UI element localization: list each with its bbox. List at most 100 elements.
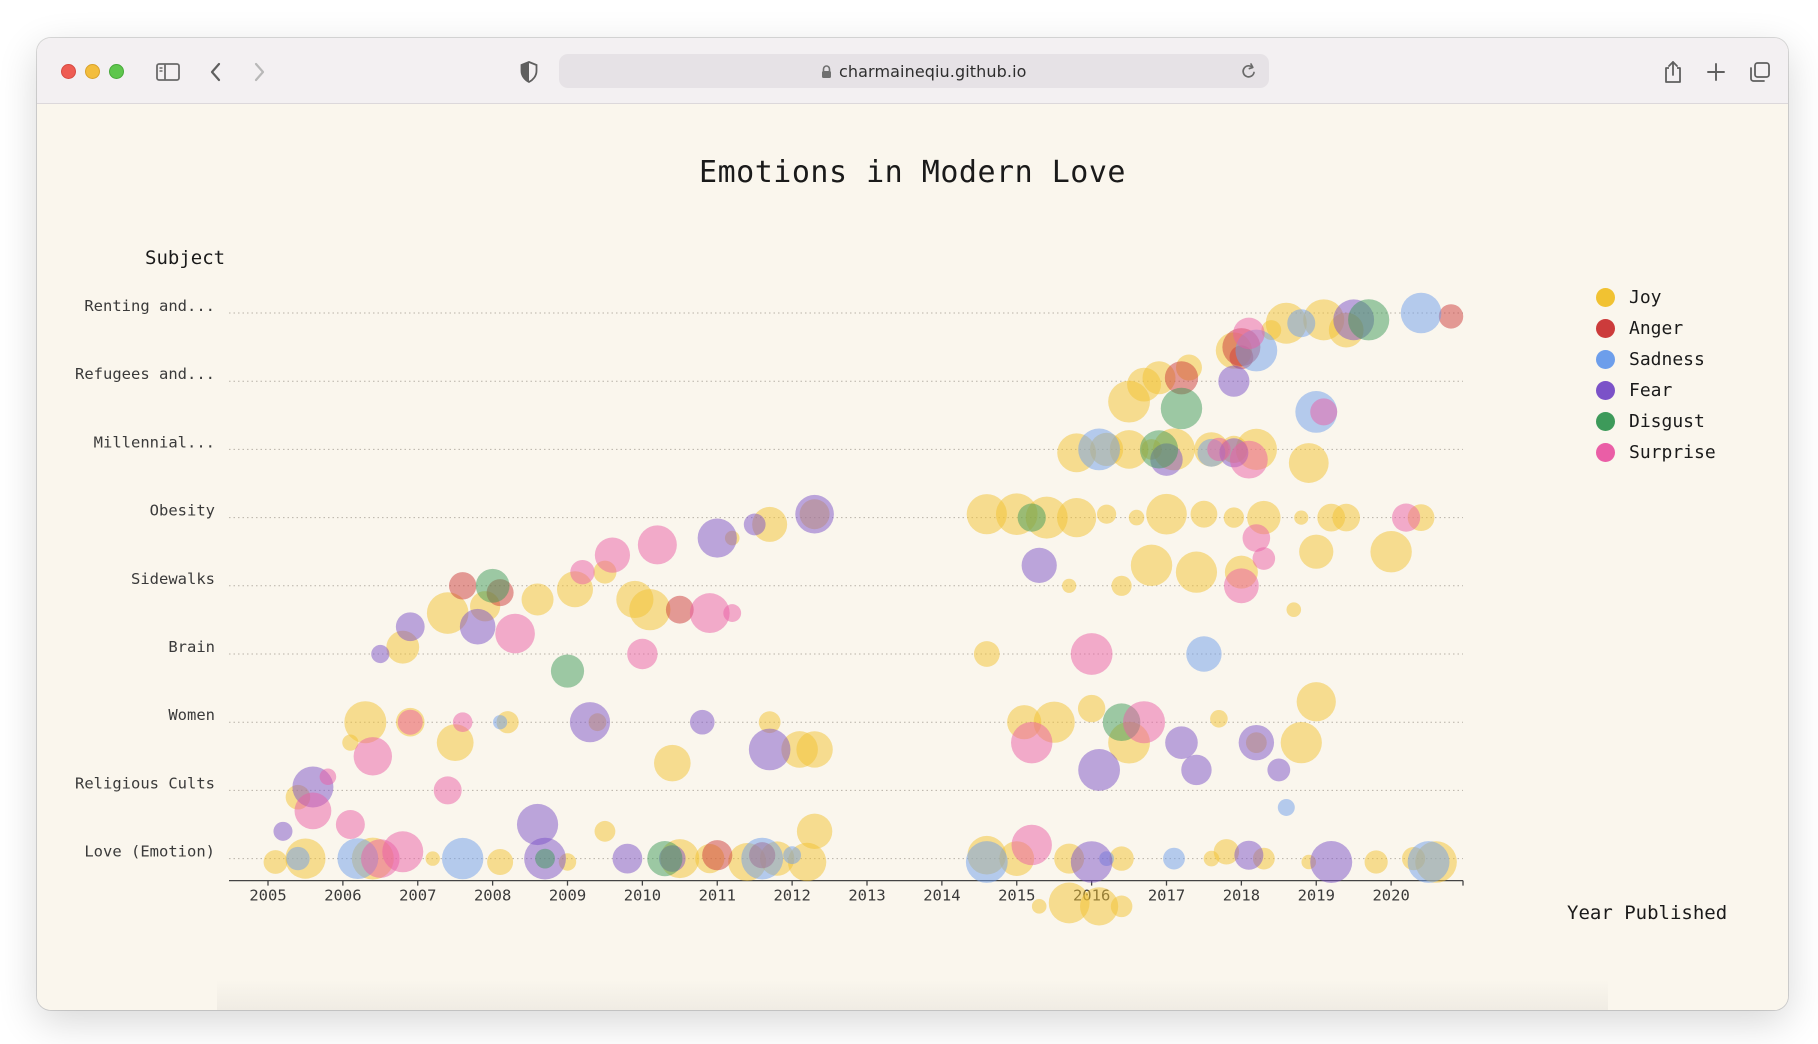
privacy-shield-icon[interactable] xyxy=(512,55,546,89)
bubble-surprise[interactable] xyxy=(1242,524,1271,552)
bubble-surprise[interactable] xyxy=(1123,701,1166,744)
bubble-sadness[interactable] xyxy=(493,715,508,730)
bubble-joy[interactable] xyxy=(1190,500,1218,528)
bubble-fear[interactable] xyxy=(395,612,425,642)
bubble-surprise[interactable] xyxy=(689,593,730,633)
bubble-joy[interactable] xyxy=(1111,575,1132,596)
bubble-surprise[interactable] xyxy=(397,709,423,735)
bubble-joy[interactable] xyxy=(425,851,440,866)
bubble-surprise[interactable] xyxy=(1070,633,1113,675)
bubble-joy[interactable] xyxy=(1210,709,1228,728)
bubble-fear[interactable] xyxy=(1218,365,1250,397)
bubble-sadness[interactable] xyxy=(1287,309,1316,338)
bubble-joy[interactable] xyxy=(1364,850,1388,874)
bubble-joy[interactable] xyxy=(344,701,387,744)
bubble-joy[interactable] xyxy=(1294,510,1309,525)
bubble-joy[interactable] xyxy=(1128,509,1145,526)
bubble-joy[interactable] xyxy=(1097,504,1117,524)
bubble-surprise[interactable] xyxy=(570,559,595,585)
bubble-fear[interactable] xyxy=(612,843,643,874)
address-bar[interactable]: charmaineqiu.github.io xyxy=(559,54,1269,88)
bubble-surprise[interactable] xyxy=(294,792,332,830)
bubble-surprise[interactable] xyxy=(452,712,473,732)
bubble-disgust[interactable] xyxy=(535,848,555,869)
legend-item-joy[interactable]: Joy xyxy=(1596,282,1716,313)
bubble-surprise[interactable] xyxy=(353,737,393,776)
bubble-joy[interactable] xyxy=(1332,503,1360,532)
bubble-joy[interactable] xyxy=(594,820,616,842)
legend-item-sadness[interactable]: Sadness xyxy=(1596,344,1716,375)
bubble-fear[interactable] xyxy=(371,644,390,664)
legend-item-anger[interactable]: Anger xyxy=(1596,313,1716,344)
back-icon[interactable] xyxy=(199,55,233,89)
bubble-sadness[interactable] xyxy=(783,846,802,865)
bubble-fear[interactable] xyxy=(1181,754,1212,786)
bubble-disgust[interactable] xyxy=(550,654,585,688)
bubble-sadness[interactable] xyxy=(1400,292,1442,334)
bubble-joy[interactable] xyxy=(1109,846,1134,871)
new-tab-icon[interactable] xyxy=(1699,55,1733,89)
bubble-sadness[interactable] xyxy=(1163,847,1185,870)
bubble-joy[interactable] xyxy=(1296,682,1336,722)
bubble-joy[interactable] xyxy=(1057,498,1097,538)
bubble-disgust[interactable] xyxy=(1139,430,1179,469)
bubble-sadness[interactable] xyxy=(965,841,1008,883)
bubble-joy[interactable] xyxy=(1146,493,1187,535)
bubble-anger[interactable] xyxy=(448,572,477,600)
close-window-button[interactable] xyxy=(61,64,76,79)
bubble-joy[interactable] xyxy=(1130,544,1173,587)
bubble-joy[interactable] xyxy=(1031,899,1047,914)
bubble-joy[interactable] xyxy=(1077,694,1106,723)
bubble-surprise[interactable] xyxy=(594,537,631,573)
bubble-fear[interactable] xyxy=(1310,841,1353,884)
bubble-surprise[interactable] xyxy=(1229,440,1268,479)
bubble-joy[interactable] xyxy=(1286,602,1302,617)
bubble-surprise[interactable] xyxy=(637,525,677,565)
bubble-sadness[interactable] xyxy=(1078,428,1121,471)
bubble-surprise[interactable] xyxy=(495,613,535,654)
bubble-fear[interactable] xyxy=(1078,749,1121,791)
bubble-joy[interactable] xyxy=(1048,882,1090,924)
legend-item-fear[interactable]: Fear xyxy=(1596,375,1716,406)
forward-icon[interactable] xyxy=(242,55,276,89)
bubble-fear[interactable] xyxy=(516,803,559,846)
legend-item-disgust[interactable]: Disgust xyxy=(1596,406,1716,437)
bubble-joy[interactable] xyxy=(654,744,691,782)
minimize-window-button[interactable] xyxy=(85,64,100,79)
bubble-surprise[interactable] xyxy=(627,638,658,670)
bubble-sadness[interactable] xyxy=(441,837,484,880)
bubble-joy[interactable] xyxy=(487,849,514,876)
bubble-joy[interactable] xyxy=(1223,507,1245,528)
bubble-surprise[interactable] xyxy=(433,776,462,805)
bubble-fear[interactable] xyxy=(1165,726,1198,759)
bubble-disgust[interactable] xyxy=(1160,387,1203,430)
zoom-window-button[interactable] xyxy=(109,64,124,79)
reload-icon[interactable] xyxy=(1241,62,1257,84)
bubble-fear[interactable] xyxy=(743,513,766,536)
bubble-joy[interactable] xyxy=(796,813,833,850)
bubble-disgust[interactable] xyxy=(475,568,510,603)
bubble-joy[interactable] xyxy=(426,592,469,634)
bubble-joy[interactable] xyxy=(1080,887,1119,926)
bubble-surprise[interactable] xyxy=(1310,398,1338,426)
bubble-fear[interactable] xyxy=(689,709,715,735)
bubble-surprise[interactable] xyxy=(1223,568,1259,604)
bubble-joy[interactable] xyxy=(796,731,833,768)
bubble-joy[interactable] xyxy=(1299,534,1334,569)
legend-item-surprise[interactable]: Surprise xyxy=(1596,437,1716,468)
bubble-joy[interactable] xyxy=(1288,443,1329,483)
bubble-surprise[interactable] xyxy=(1392,503,1421,532)
bubble-joy[interactable] xyxy=(521,583,554,616)
bubble-fear[interactable] xyxy=(748,728,791,771)
bubble-fear[interactable] xyxy=(795,494,834,534)
bubble-joy[interactable] xyxy=(1280,722,1322,764)
bubble-surprise[interactable] xyxy=(335,810,365,839)
bubble-joy[interactable] xyxy=(1110,895,1133,918)
bubble-fear[interactable] xyxy=(459,608,496,645)
bubble-anger[interactable] xyxy=(702,840,733,871)
bubble-surprise[interactable] xyxy=(1207,437,1231,462)
bubble-fear[interactable] xyxy=(697,518,737,558)
bubble-joy[interactable] xyxy=(1175,551,1218,593)
bubble-fear[interactable] xyxy=(1234,840,1264,870)
bubble-surprise[interactable] xyxy=(1233,317,1265,350)
